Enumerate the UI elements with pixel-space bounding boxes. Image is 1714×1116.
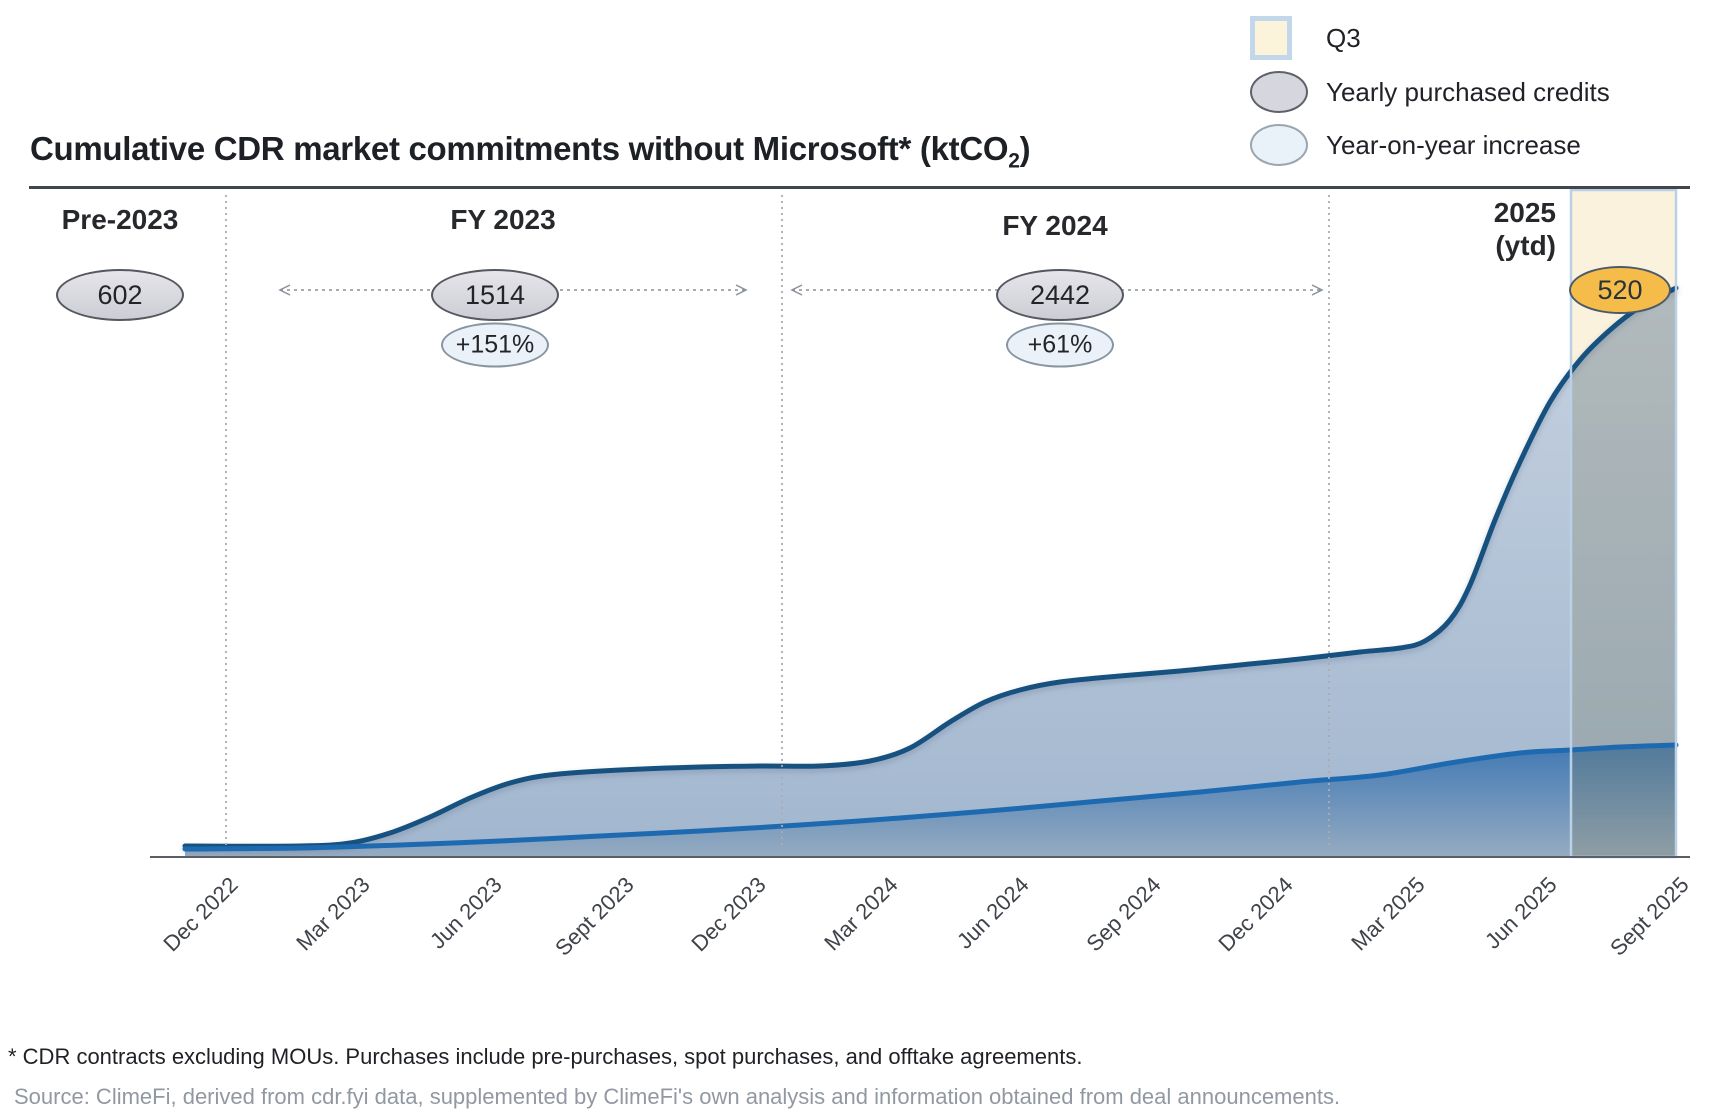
- title-text: Cumulative CDR market commitments withou…: [30, 130, 1009, 167]
- q3-band-swatch-icon: [1250, 16, 1292, 60]
- arrowhead-left-icon: [790, 284, 803, 296]
- badge-fy2023-credits: 1514: [431, 269, 559, 321]
- q3-band-tint: [1571, 288, 1676, 857]
- legend: Q3 Yearly purchased credits Year-on-year…: [1250, 16, 1610, 166]
- arrowhead-left-icon: [278, 284, 291, 296]
- period-label-fy-2024: FY 2024: [1002, 210, 1108, 241]
- cumulative-commitments-area-fill: [185, 288, 1676, 849]
- period-label-2025-line1: 2025: [1493, 197, 1556, 228]
- title-close-paren: ): [1019, 130, 1031, 167]
- arrowhead-right-icon: [1311, 284, 1324, 296]
- badge-q3-2025-credits: 520: [1569, 266, 1671, 314]
- legend-row-yoy-increase: Year-on-year increase: [1250, 124, 1610, 166]
- title-subscript: 2: [1008, 149, 1020, 173]
- legend-key-yoy: [1250, 124, 1310, 166]
- footnote-source: Source: ClimeFi, derived from cdr.fyi da…: [14, 1084, 1341, 1109]
- badge-pre-2023-credits: 602: [56, 269, 184, 321]
- legend-label-yoy: Year-on-year increase: [1326, 129, 1581, 160]
- badge-fy2023-yoy: +151%: [441, 322, 549, 368]
- cumulative-commitments-line: [182, 285, 1679, 849]
- badge-fy2024-credits: 2442: [996, 269, 1124, 321]
- period-label-2025-ytd: 2025 (ytd): [1494, 196, 1556, 262]
- legend-key-yearly: [1250, 71, 1310, 113]
- legend-row-q3: Q3: [1250, 16, 1610, 60]
- legend-key-q3: [1250, 16, 1310, 60]
- period-label-pre-2023: Pre-2023: [61, 204, 179, 235]
- footnote-definition: * CDR contracts excluding MOUs. Purchase…: [8, 1044, 1083, 1069]
- legend-label-yearly: Yearly purchased credits: [1326, 76, 1610, 107]
- legend-label-q3: Q3: [1326, 22, 1361, 53]
- period-label-fy-2023: FY 2023: [450, 204, 556, 235]
- blue-ellipse-swatch-icon: [1250, 124, 1308, 166]
- title-divider-rule: [29, 186, 1690, 189]
- gray-ellipse-swatch-icon: [1250, 71, 1308, 113]
- yearly-credits-line: [182, 742, 1679, 852]
- arrowhead-right-icon: [735, 284, 748, 296]
- badge-fy2024-yoy: +61%: [1006, 322, 1114, 368]
- page-title: Cumulative CDR market commitments withou…: [30, 130, 1031, 174]
- yearly-credits-area-fill: [185, 745, 1676, 857]
- period-label-2025-line2: (ytd): [1495, 230, 1556, 261]
- legend-row-yearly-credits: Yearly purchased credits: [1250, 71, 1610, 113]
